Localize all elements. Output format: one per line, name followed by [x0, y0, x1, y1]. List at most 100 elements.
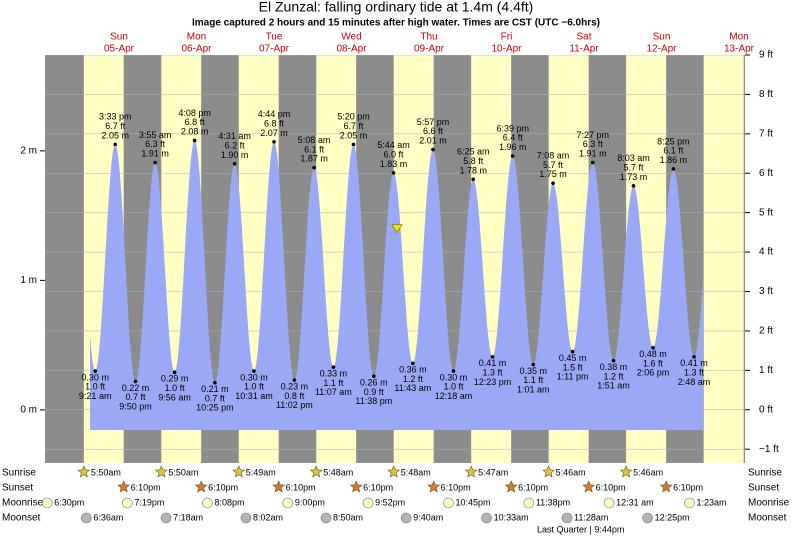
sunset-icon: [582, 480, 596, 493]
tide-label: 8:25 pm: [657, 136, 690, 146]
sunrise-time: 5:48am: [401, 467, 431, 477]
sunset-time: 6:10pm: [441, 482, 471, 492]
tide-label: 10:25 pm: [196, 403, 234, 413]
tide-label: 6.2 ft: [225, 140, 246, 150]
tide-extreme-point: [232, 162, 237, 166]
moonset-time: 8:50am: [333, 512, 363, 522]
tide-label: 1.83 m: [380, 159, 408, 169]
moonrise-time: 8:08pm: [215, 497, 245, 507]
tide-label: 6.4 ft: [503, 133, 524, 143]
tide-label: 9:56 am: [158, 392, 191, 402]
sunrise-time: 5:46am: [556, 467, 586, 477]
sunset-icon: [349, 480, 363, 493]
tide-label: 12:23 pm: [474, 377, 512, 387]
tide-label: 1.0 ft: [443, 382, 464, 392]
day-date: 13-Apr: [724, 44, 755, 55]
day-name: Sat: [576, 32, 591, 43]
y2-tick-label: 9 ft: [759, 50, 773, 61]
tide-label: 8:03 am: [617, 153, 650, 163]
tide-label: 1.2 ft: [603, 371, 624, 381]
tide-label: 11:43 am: [394, 383, 431, 393]
sunrise-time: 5:50am: [91, 467, 121, 477]
tide-label: 6.0 ft: [384, 150, 405, 160]
sunrise-time: 5:46am: [633, 467, 663, 477]
tide-label: 6.1 ft: [663, 146, 684, 156]
tide-label: 1:01 am: [517, 385, 550, 395]
tide-label: 4:08 pm: [178, 108, 211, 118]
sunrise-icon: [619, 465, 633, 478]
tide-label: 1.5 ft: [563, 362, 584, 372]
tide-extreme-point: [471, 177, 476, 182]
moonset-icon: [320, 512, 332, 524]
sunrise-time: 5:50am: [168, 467, 198, 477]
tide-extreme-point: [133, 379, 138, 384]
tide-label: 1.87 m: [300, 154, 328, 164]
y2-tick-label: 3 ft: [759, 286, 773, 297]
moonset-icon: [400, 512, 412, 524]
sunrise-icon: [542, 465, 556, 478]
tide-extreme-point: [451, 369, 456, 373]
tide-extreme-point: [531, 362, 536, 367]
tide-label: 1.91 m: [579, 148, 607, 158]
tide-extreme-point: [411, 361, 415, 366]
tide-label: 5.7 ft: [623, 162, 644, 172]
current-level-marker: [391, 224, 403, 234]
tide-label: 0.38 m: [600, 362, 628, 372]
sunset-icon: [427, 480, 441, 493]
tide-label: 0.7 ft: [125, 392, 146, 402]
moonset-icon: [81, 512, 92, 524]
sunset-time: 6:10pm: [363, 482, 393, 492]
tide-label: 1:11 pm: [557, 372, 589, 382]
tide-label: 1.3 ft: [684, 367, 705, 377]
sunrise-icon: [232, 465, 246, 478]
day-name: Tue: [266, 32, 283, 43]
tide-label: 5:20 pm: [337, 112, 370, 122]
sunset-icon: [117, 480, 131, 493]
moonrise-icon: [282, 497, 294, 509]
tide-label: 1.96 m: [499, 142, 527, 152]
tide-label: 1.6 ft: [643, 358, 664, 368]
sunrise-time: 5:49am: [246, 467, 276, 477]
tide-label: 6.7 ft: [105, 121, 126, 131]
day-date: 12-Apr: [646, 44, 677, 55]
tide-extreme-point: [631, 184, 636, 188]
y-tick-label: 1 m: [20, 275, 37, 286]
moonset-time: 9:40am: [413, 512, 443, 522]
tide-label: 5.7 ft: [543, 160, 564, 170]
tide-label: 11:38 pm: [355, 396, 392, 406]
tide-label: 6.3 ft: [145, 139, 166, 149]
sunset-icon: [272, 480, 286, 493]
tide-label: 6.8 ft: [264, 118, 285, 128]
tide-extreme-point: [372, 374, 376, 379]
moonrise-icon: [684, 497, 695, 509]
tide-label: 1:51 am: [597, 381, 630, 391]
sunset-icon: [504, 480, 518, 493]
row-label: Moonset: [748, 513, 787, 524]
tide-label: 1.0 ft: [165, 383, 186, 393]
tide-label: 10:31 am: [235, 391, 273, 401]
tide-extreme-point: [93, 369, 97, 373]
tide-label: 12:18 am: [435, 391, 473, 401]
day-date: 07-Apr: [259, 44, 290, 55]
tide-label: 0.9 ft: [364, 387, 385, 397]
tide-label: 2.05 m: [340, 130, 368, 140]
tide-extreme-point: [213, 380, 217, 385]
sunrise-icon: [464, 465, 478, 478]
chart-title: El Zunzal: falling ordinary tide at 1.4m…: [259, 0, 534, 15]
tide-label: 6.3 ft: [583, 139, 604, 149]
row-label: Sunset: [748, 483, 779, 494]
tide-label: 0.36 m: [399, 365, 427, 375]
day-name: Mon: [187, 32, 206, 43]
tide-label: 0.30 m: [240, 372, 268, 382]
y2-tick-label: 5 ft: [759, 207, 773, 218]
tide-label: 0.23 m: [281, 381, 309, 391]
sunrise-icon: [154, 465, 168, 478]
moonset-time: 11:28am: [574, 512, 608, 522]
tide-extreme-point: [431, 147, 435, 152]
tide-label: 0.45 m: [559, 353, 587, 363]
tide-label: 0.22 m: [122, 383, 150, 393]
y2-tick-label: 6 ft: [759, 168, 773, 179]
tide-label: 0.7 ft: [205, 393, 226, 403]
tide-label: 1.2 ft: [403, 374, 424, 384]
